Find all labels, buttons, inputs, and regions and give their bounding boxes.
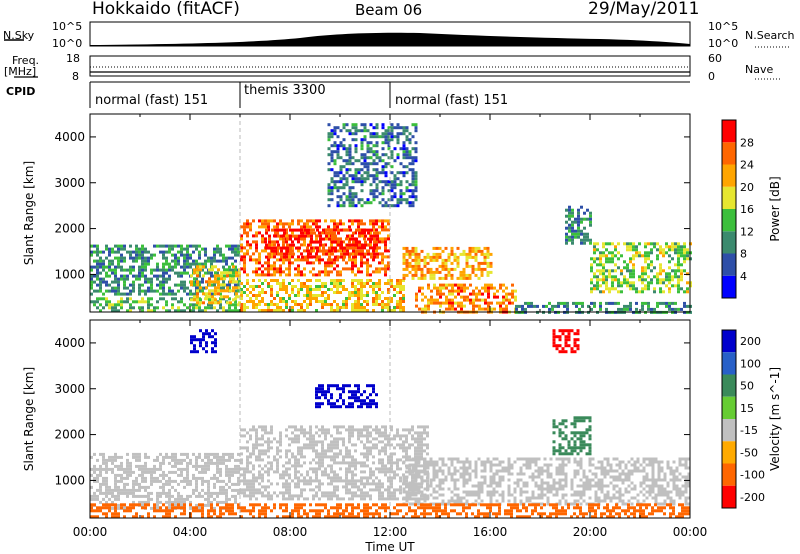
cpid-label: CPID (6, 85, 36, 98)
nave-tick-low: 0 (708, 70, 715, 83)
colorbar-tick-label: 4 (740, 270, 747, 283)
colorbar-swatch (722, 485, 736, 508)
ytick-label: 4000 (54, 130, 85, 144)
freq-label: Freq. (12, 54, 40, 67)
station-title: Hokkaido (fitACF) (92, 0, 240, 19)
xtick-label: 16:00 (473, 525, 508, 539)
colorbar-tick-label: 50 (740, 380, 754, 393)
xtick-label: 08:00 (273, 525, 308, 539)
beam-title: Beam 06 (355, 1, 423, 19)
colorbar-swatch (722, 253, 736, 276)
power-panel-region-5 (240, 279, 405, 312)
power-panel-region-0 (90, 244, 240, 296)
power-panel-ylabel: Slant Range [km] (22, 161, 36, 265)
nave-tick-high: 60 (708, 52, 722, 65)
top-tick-left-high: 10^5 (52, 20, 83, 33)
colorbar-tick-label: 12 (740, 225, 754, 238)
power-panel-region-8 (565, 205, 592, 245)
ytick-label: 2000 (54, 222, 85, 236)
colorbar-swatch (722, 419, 736, 442)
colorbar-tick-label: -15 (740, 424, 758, 437)
velocity-panel-ylabel: Slant Range [km] (22, 367, 36, 471)
colorbar-frame (721, 329, 737, 509)
xtick-label: 20:00 (573, 525, 608, 539)
velocity-panel-region-5 (552, 416, 592, 456)
power-panel-region-4 (265, 228, 379, 259)
colorbar-swatch (722, 142, 736, 165)
xtick-label: 00:00 (73, 525, 108, 539)
colorbar-frame (721, 119, 737, 299)
velocity-panel-region-4 (90, 503, 690, 519)
freq-tick-low: 8 (72, 70, 79, 83)
colorbar-tick-label: 15 (740, 402, 754, 415)
ytick-label: 3000 (54, 382, 85, 396)
freq-tick-high: 18 (66, 52, 80, 65)
xtick-label: 00:00 (673, 525, 708, 539)
top-tick-left-low: 10^0 (52, 37, 83, 50)
colorbar-swatch (722, 396, 736, 419)
colorbar-tick-label: -50 (740, 446, 758, 459)
velocity-colorbar: 200 100 50 15 -15 -50 -100 -200 Velocity [m s^-1… (721, 329, 782, 509)
colorbar-tick-label: -200 (740, 491, 765, 504)
xlabel: Time UT (364, 540, 415, 554)
nsky-label: N.Sky (3, 29, 35, 42)
colorbar-tick-label: 28 (740, 136, 754, 149)
date-title: 29/May/2011 (588, 0, 700, 19)
colorbar-swatch (722, 186, 736, 209)
power-panel-region-10 (327, 123, 418, 208)
velocity-panel-region-0 (240, 425, 429, 501)
colorbar-label: Velocity [m s^-1] (768, 367, 782, 471)
cpid-segment-1: normal (fast) 151 (95, 93, 209, 108)
ytick-label: 4000 (54, 336, 85, 350)
colorbar-swatch (722, 352, 736, 375)
ytick-label: 2000 (54, 428, 85, 442)
colorbar-swatch (722, 164, 736, 187)
colorbar-tick-label: 8 (740, 248, 747, 261)
colorbar-swatch (722, 120, 736, 143)
nsearch-label: N.Search (745, 29, 795, 42)
ytick-label: 3000 (54, 176, 85, 190)
power-panel-region-1 (90, 297, 240, 313)
colorbar-tick-label: 16 (740, 203, 754, 216)
colorbar-tick-label: 100 (740, 357, 761, 370)
velocity-panel-region-1 (315, 384, 378, 409)
xtick-label: 12:00 (373, 525, 408, 539)
top-tick-right-low: 10^0 (708, 37, 739, 50)
ytick-label: 1000 (54, 267, 85, 281)
freq-panel-frame (89, 55, 691, 77)
axes-labels: 1000 2000 3000 4000 Slant Range [km] 1000 2000… (22, 130, 707, 554)
colorbar-swatch (722, 330, 736, 353)
top-tick-right-high: 10^5 (708, 20, 739, 33)
cpid-segment-2: themis 3300 (244, 83, 326, 98)
colorbar-tick-label: 24 (740, 159, 754, 172)
power-panel-region-6 (402, 246, 493, 280)
colorbar-swatch (722, 209, 736, 232)
velocity-panel-region-7 (552, 329, 580, 354)
nave-label: Nave (745, 63, 774, 76)
ytick-label: 1000 (54, 473, 85, 487)
freq-unit-label: [MHz] (4, 65, 37, 78)
cpid-segment-3: normal (fast) 151 (395, 93, 509, 108)
colorbar-swatch (722, 463, 736, 486)
colorbar-swatch (722, 231, 736, 254)
colorbar-tick-label: 20 (740, 181, 754, 194)
colorbar-swatch (722, 374, 736, 397)
velocity-panel-region-3 (402, 457, 691, 506)
colorbar-label: Power [dB] (768, 176, 782, 241)
xtick-label: 04:00 (173, 525, 208, 539)
nsky-trace (90, 32, 690, 46)
power-panel-region-7 (415, 283, 517, 314)
colorbar-tick-label: -100 (740, 469, 765, 482)
colorbar-swatch (722, 275, 736, 298)
power-panel-region-9 (590, 242, 692, 294)
power-heatmap (89, 113, 692, 314)
velocity-panel-region-2 (90, 452, 240, 510)
colorbar-tick-label: 200 (740, 335, 761, 348)
velocity-panel-region-6 (190, 329, 217, 354)
colorbar-swatch (722, 441, 736, 464)
power-colorbar: 4 8 12 16 20 24 28 Power [dB] (721, 119, 782, 299)
power-panel-region-2 (190, 265, 241, 305)
velocity-heatmap (89, 319, 691, 519)
